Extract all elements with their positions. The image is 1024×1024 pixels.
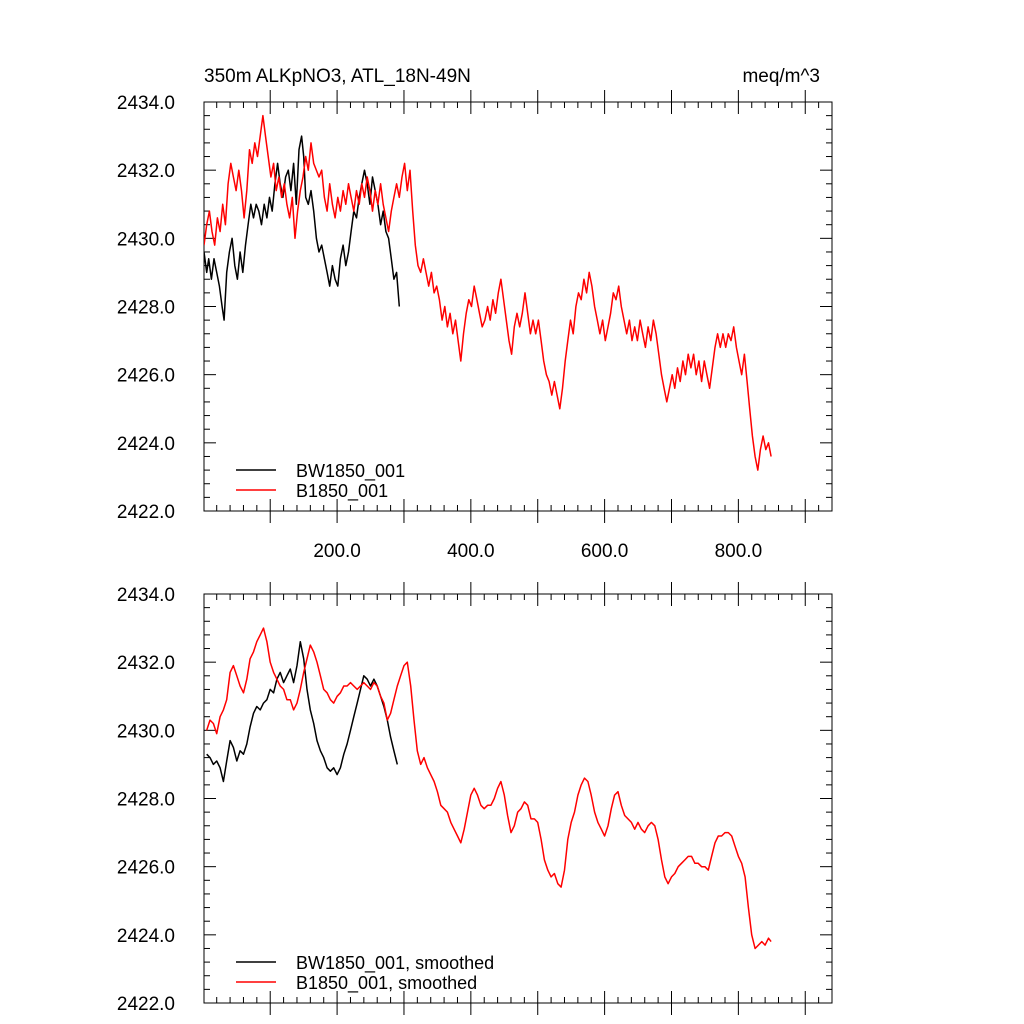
- x-tick-label: 200.0: [313, 541, 361, 562]
- y-tick-label: 2434.0: [117, 585, 175, 606]
- y-tick-label: 2424.0: [117, 926, 175, 947]
- y-tick-label: 2432.0: [117, 653, 175, 674]
- units-label: meq/m^3: [742, 66, 820, 87]
- y-tick-label: 2432.0: [117, 161, 175, 182]
- y-tick-label: 2422.0: [117, 994, 175, 1015]
- legend-label: BW1850_001: [296, 461, 405, 482]
- legend-label: BW1850_001, smoothed: [296, 953, 494, 974]
- chart-title: 350m ALKpNO3, ATL_18N-49N: [204, 66, 471, 87]
- y-tick-label: 2424.0: [117, 434, 175, 455]
- y-tick-label: 2422.0: [117, 502, 175, 523]
- top-panel: 2422.0 2424.0 2426.0 2428.0 2430.0 2432.0 2434…: [117, 90, 833, 562]
- bottom-panel: 2422.0 2424.0 2426.0 2428.0 2430.0 2432.0 2434…: [117, 582, 833, 1015]
- y-tick-label: 2430.0: [117, 721, 175, 742]
- x-tick-label: 600.0: [581, 541, 629, 562]
- x-tick-label: 400.0: [447, 541, 495, 562]
- y-tick-label: 2428.0: [117, 298, 175, 319]
- y-tick-label: 2430.0: [117, 229, 175, 250]
- y-tick-label: 2434.0: [117, 93, 175, 114]
- series-line-1: [204, 114, 772, 471]
- legend-label: B1850_001, smoothed: [296, 973, 477, 994]
- legend-label: B1850_001: [296, 481, 388, 502]
- y-tick-label: 2426.0: [117, 858, 175, 879]
- y-tick-label: 2428.0: [117, 790, 175, 811]
- series-line-1: [205, 627, 772, 950]
- x-tick-label: 800.0: [715, 541, 763, 562]
- y-tick-label: 2426.0: [117, 366, 175, 387]
- series-line-0: [204, 135, 401, 321]
- series-line-0: [206, 640, 399, 783]
